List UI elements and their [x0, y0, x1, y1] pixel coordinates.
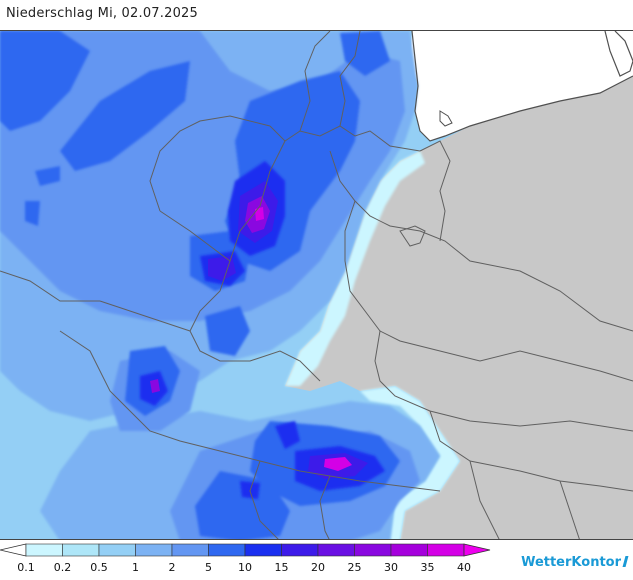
legend-label: 5: [205, 561, 212, 574]
legend-label: 40: [457, 561, 471, 574]
legend-swatch: [390, 543, 428, 557]
legend-swatch: [354, 543, 392, 557]
map-canvas: [0, 31, 633, 539]
legend-swatch: [62, 543, 100, 557]
light-precip-south-edge: [360, 386, 460, 539]
legend-color-bar: [0, 543, 491, 557]
legend-swatch: [25, 543, 63, 557]
legend-label: 0.5: [90, 561, 108, 574]
legend-label: 1: [132, 561, 139, 574]
brand-logo[interactable]: WetterKontor: [521, 555, 629, 570]
legend-arrow-high: [463, 543, 491, 557]
legend-swatch: [244, 543, 282, 557]
legend-swatch: [171, 543, 209, 557]
legend-label: 25: [347, 561, 362, 574]
legend-swatch: [98, 543, 136, 557]
precipitation-legend: 0.1 0.2 0.5 1 2 5 10 15 20 25 30 35 40: [0, 541, 520, 580]
sea-area: [410, 31, 633, 141]
legend-label: 0.1: [17, 561, 35, 574]
coastline: [411, 31, 633, 142]
legend-label: 35: [420, 561, 435, 574]
legend-labels: 0.1 0.2 0.5 1 2 5 10 15 20 25 30 35 40: [0, 561, 500, 575]
legend-swatch: [135, 543, 173, 557]
precipitation-map[interactable]: [0, 30, 633, 540]
legend-swatch: [317, 543, 355, 557]
legend-swatch: [427, 543, 465, 557]
legend-label: 20: [311, 561, 325, 574]
island-outline: [604, 31, 633, 77]
light-precip-edge: [285, 151, 425, 386]
legend-label: 10: [238, 561, 252, 574]
legend-arrow-low: [0, 543, 27, 557]
legend-swatch: [281, 543, 319, 557]
legend-label: 30: [384, 561, 398, 574]
map-title: Niederschlag Mi, 02.07.2025: [6, 6, 198, 21]
legend-swatch: [208, 543, 246, 557]
country-borders: [0, 31, 633, 539]
precip-35mm-fields: [255, 207, 352, 471]
legend-label: 2: [168, 561, 176, 574]
brand-mark-icon: [622, 556, 629, 567]
coastal-inlet: [439, 110, 453, 127]
legend-label: 0.2: [53, 561, 72, 574]
brand-name: WetterKontor: [521, 555, 621, 570]
legend-label: 15: [274, 561, 289, 574]
